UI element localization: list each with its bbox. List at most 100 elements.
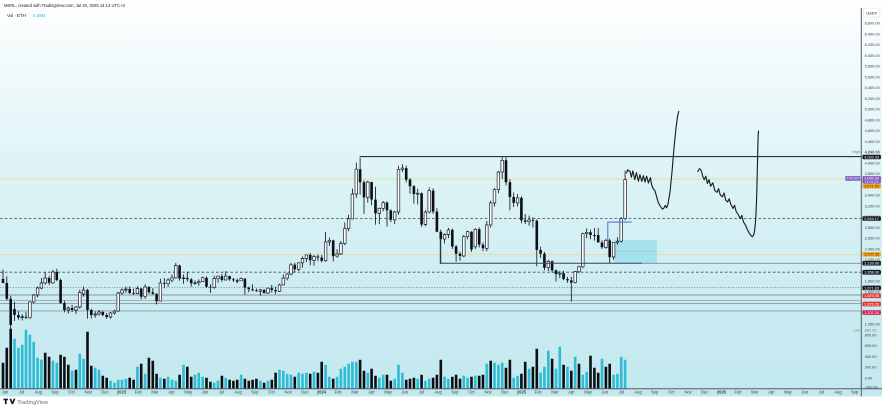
svg-text:2,944.17: 2,944.17 <box>864 217 879 221</box>
svg-text:2026: 2026 <box>717 389 727 394</box>
svg-text:3,571.93: 3,571.93 <box>864 185 879 189</box>
svg-text:4,600.00: 4,600.00 <box>865 128 881 133</box>
svg-text:2,600.00: 2,600.00 <box>865 236 881 241</box>
svg-text:5,200.00: 5,200.00 <box>865 96 881 101</box>
svg-text:Apr: Apr <box>768 389 775 394</box>
svg-text:May: May <box>584 389 593 394</box>
svg-text:Mar: Mar <box>751 389 759 394</box>
svg-text:881.36: 881.36 <box>865 328 877 333</box>
svg-text:-200.00: -200.00 <box>865 385 879 390</box>
svg-text:Jul: Jul <box>19 389 24 394</box>
svg-text:4,092.93: 4,092.93 <box>864 155 879 159</box>
svg-text:400.00: 400.00 <box>865 354 878 359</box>
svg-text:Apr: Apr <box>368 389 375 394</box>
svg-text:Vol · ETH: Vol · ETH <box>7 13 26 18</box>
svg-text:Feb: Feb <box>734 389 742 394</box>
svg-text:2,200.00: 2,200.00 <box>865 257 881 262</box>
svg-text:Sep: Sep <box>251 389 259 394</box>
svg-text:USDT: USDT <box>866 11 877 16</box>
svg-text:Jul: Jul <box>819 389 824 394</box>
svg-text:5,800.00: 5,800.00 <box>865 64 881 69</box>
svg-text:Jul: Jul <box>219 389 224 394</box>
svg-text:1,376.26: 1,376.26 <box>864 303 879 307</box>
svg-text:Oct: Oct <box>468 389 475 394</box>
svg-text:May: May <box>784 389 793 394</box>
svg-text:May: May <box>384 389 393 394</box>
svg-text:Feb: Feb <box>135 389 143 394</box>
svg-text:Sep: Sep <box>451 389 459 394</box>
svg-text:Dec: Dec <box>301 389 308 394</box>
svg-text:2,139.08: 2,139.08 <box>864 262 879 266</box>
svg-text:Sep: Sep <box>851 389 859 394</box>
svg-text:6,200.00: 6,200.00 <box>865 42 881 47</box>
svg-text:Nov: Nov <box>484 389 492 394</box>
svg-text:Mar: Mar <box>151 389 159 394</box>
svg-text:1,529.08: 1,529.08 <box>864 294 879 298</box>
svg-text:Low: Low <box>853 328 860 333</box>
svg-text:High: High <box>852 149 860 154</box>
svg-text:Aug: Aug <box>435 389 443 394</box>
svg-text:6,400.00: 6,400.00 <box>865 31 881 36</box>
svg-text:1,600.00: 1,600.00 <box>865 290 881 295</box>
svg-text:4,000.00: 4,000.00 <box>865 160 881 165</box>
svg-text:Sep: Sep <box>651 389 659 394</box>
svg-text:Jun: Jun <box>202 389 209 394</box>
svg-text:ETHUSDT: ETHUSDT <box>844 177 862 181</box>
svg-text:Feb: Feb <box>535 389 543 394</box>
svg-text:2,297.33: 2,297.33 <box>864 253 879 257</box>
svg-text:MKRL, created with TradingView: MKRL, created with TradingView.com, Jul … <box>4 3 126 8</box>
svg-text:5.58M: 5.58M <box>33 13 46 18</box>
svg-text:Aug: Aug <box>35 389 43 394</box>
svg-text:Jul: Jul <box>619 389 624 394</box>
svg-text:3,200.00: 3,200.00 <box>865 204 881 209</box>
svg-text:5,400.00: 5,400.00 <box>865 85 881 90</box>
svg-text:1,671.83: 1,671.83 <box>864 286 879 290</box>
svg-text:May: May <box>184 389 193 394</box>
svg-text:Dec: Dec <box>101 389 108 394</box>
svg-text:Oct: Oct <box>68 389 75 394</box>
svg-text:Dec: Dec <box>501 389 508 394</box>
svg-text:Oct: Oct <box>268 389 275 394</box>
svg-text:2023: 2023 <box>117 389 127 394</box>
svg-text:Jun: Jun <box>801 389 808 394</box>
svg-text:Jun: Jun <box>2 389 9 394</box>
svg-text:Nov: Nov <box>285 389 293 394</box>
svg-text:1,800.00: 1,800.00 <box>865 279 881 284</box>
svg-text:5,000.00: 5,000.00 <box>865 107 881 112</box>
svg-text:Dec: Dec <box>701 389 708 394</box>
svg-text:4,400.00: 4,400.00 <box>865 139 881 144</box>
svg-text:3,400.00: 3,400.00 <box>865 193 881 198</box>
svg-text:1,000.00: 1,000.00 <box>865 322 881 327</box>
svg-text:3,690.99: 3,690.99 <box>864 176 879 180</box>
svg-text:Nov: Nov <box>85 389 93 394</box>
svg-text:Aug: Aug <box>834 389 842 394</box>
svg-text:5,600.00: 5,600.00 <box>865 74 881 79</box>
svg-text:Mar: Mar <box>551 389 559 394</box>
svg-text:Jul: Jul <box>419 389 424 394</box>
svg-text:800.00: 800.00 <box>865 333 878 338</box>
svg-text:2,400.00: 2,400.00 <box>865 247 881 252</box>
svg-text:600.00: 600.00 <box>865 343 878 348</box>
svg-text:4,213.93: 4,213.93 <box>865 149 880 154</box>
svg-text:3,800.00: 3,800.00 <box>865 171 881 176</box>
svg-text:0.00: 0.00 <box>865 376 873 381</box>
svg-text:6,000.00: 6,000.00 <box>865 53 881 58</box>
svg-text:11:06:35: 11:06:35 <box>865 180 879 184</box>
svg-text:1,202.24: 1,202.24 <box>864 311 879 315</box>
svg-text:2,800.00: 2,800.00 <box>865 225 881 230</box>
svg-text:1,958.99: 1,958.99 <box>864 271 879 275</box>
svg-text:TradingView: TradingView <box>18 400 49 406</box>
svg-text:Oct: Oct <box>668 389 675 394</box>
svg-text:Aug: Aug <box>235 389 243 394</box>
svg-text:Jun: Jun <box>601 389 608 394</box>
svg-text:Nov: Nov <box>684 389 692 394</box>
svg-text:Sep: Sep <box>51 389 59 394</box>
svg-text:4,200.00: 4,200.00 <box>865 150 881 155</box>
svg-text:6,600.00: 6,600.00 <box>865 21 881 26</box>
svg-text:200.00: 200.00 <box>865 365 878 370</box>
svg-text:2025: 2025 <box>517 389 527 394</box>
svg-text:Aug: Aug <box>634 389 642 394</box>
svg-text:Mar: Mar <box>351 389 359 394</box>
svg-text:2024: 2024 <box>317 389 327 394</box>
svg-text:Apr: Apr <box>568 389 575 394</box>
